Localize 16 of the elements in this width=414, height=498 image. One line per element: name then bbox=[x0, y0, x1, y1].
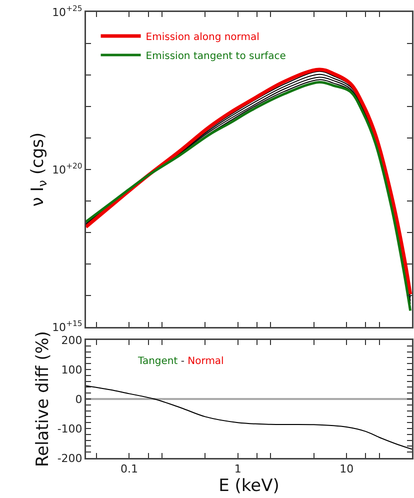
x-axis-title: E (keV) bbox=[218, 476, 280, 496]
x-tick-label: 0.1 bbox=[120, 462, 138, 476]
y-tick-label: -100 bbox=[57, 422, 82, 436]
annotation: Tangent - Normal bbox=[137, 356, 224, 367]
legend-label: Emission tangent to surface bbox=[146, 50, 286, 62]
y-axis-title: Relative diff (%) bbox=[33, 330, 54, 468]
y-tick-label: 100 bbox=[61, 363, 82, 376]
y-tick-label: 200 bbox=[61, 334, 82, 347]
y-tick-label: 10$^{+20}$ bbox=[52, 162, 82, 176]
legend-label: Emission along normal bbox=[146, 32, 260, 43]
y-tick-label: -200 bbox=[57, 452, 82, 465]
y-tick-label: 0 bbox=[75, 392, 82, 406]
y-tick-label: 10$^{+25}$ bbox=[52, 4, 82, 19]
y-tick-label: 10$^{+15}$ bbox=[52, 319, 82, 334]
x-tick-label: 1 bbox=[234, 462, 242, 476]
x-tick-label: 10 bbox=[340, 462, 354, 476]
